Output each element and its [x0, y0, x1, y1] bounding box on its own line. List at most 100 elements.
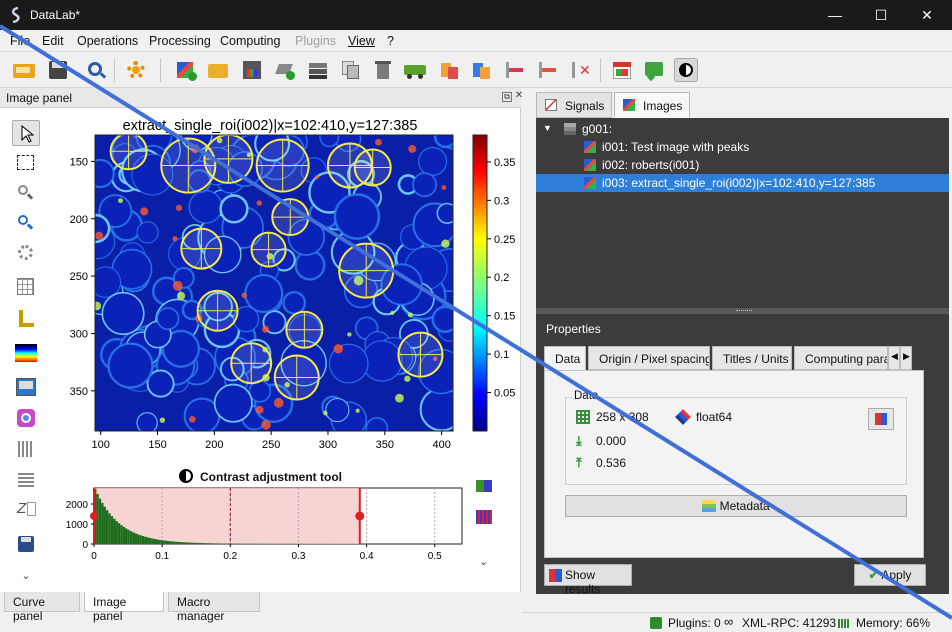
- colormap-icon[interactable]: [12, 340, 40, 366]
- settings-cog-icon[interactable]: [12, 240, 40, 266]
- tree-item-label: i001: Test image with peaks: [602, 140, 750, 154]
- duplicate-icon[interactable]: [339, 58, 363, 82]
- new-image-icon[interactable]: [174, 58, 198, 82]
- size-grid-icon: [576, 410, 590, 424]
- object-panel-dock: Signals Images ▼ g001: i001: Test image …: [522, 88, 952, 612]
- image-properties-icon[interactable]: [12, 374, 40, 400]
- roi-delete-icon[interactable]: ✕: [569, 58, 593, 82]
- tab-titles-units[interactable]: Titles / Units: [712, 346, 792, 370]
- menu-processing[interactable]: Processing: [149, 34, 211, 48]
- full-range-icon[interactable]: [474, 508, 494, 526]
- x-tick-label: 300: [319, 439, 337, 451]
- show-results-label: Show results: [565, 568, 601, 596]
- hist-y-tick-label: 0: [82, 540, 88, 551]
- zoom-icon[interactable]: [12, 180, 40, 206]
- main-toolbar: ✕: [0, 52, 952, 88]
- tab-data[interactable]: Data: [544, 346, 586, 370]
- roi-add-icon[interactable]: [536, 58, 560, 82]
- toolbar-separator: [600, 58, 601, 82]
- tab-scroll-left[interactable]: ◀: [888, 346, 900, 370]
- tab-origin-pixel-spacing[interactable]: Origin / Pixel spacing: [588, 346, 710, 370]
- x-tick-label: 100: [92, 439, 110, 451]
- tree-group-label: g001:: [582, 122, 613, 136]
- close-button[interactable]: ✕: [921, 7, 933, 23]
- contrast-histogram[interactable]: 2000 1000 00 0.1 0.2 0.3 0.4 0.5: [48, 486, 468, 576]
- tree-item-i003[interactable]: i003: extract_single_roi(i002)|x=102:410…: [536, 174, 949, 192]
- move-down-icon[interactable]: [469, 58, 493, 82]
- menu-view[interactable]: View: [348, 34, 375, 48]
- status-plugins: Plugins: 0: [668, 616, 721, 630]
- save-icon[interactable]: [46, 58, 70, 82]
- zoom-in-icon[interactable]: [12, 210, 40, 236]
- grid-icon[interactable]: [12, 274, 40, 300]
- tab-images[interactable]: Images: [614, 92, 690, 118]
- status-memory: Memory: 66%: [856, 616, 931, 630]
- menu-help[interactable]: ?: [387, 34, 394, 48]
- hist-y-tick-label: 1000: [66, 520, 89, 531]
- open-h5-icon[interactable]: [12, 58, 36, 82]
- more-tools-icon[interactable]: ⌄: [21, 570, 31, 582]
- y-tick-label: 150: [70, 156, 88, 168]
- menu-plugins[interactable]: Plugins: [295, 34, 336, 48]
- save-image-icon[interactable]: [240, 58, 264, 82]
- image-plot[interactable]: 100 150 200 250 300 350 400 150 200 250 300 350 0.35…: [48, 132, 518, 462]
- colorbar-tick-label: 0.2: [494, 272, 509, 284]
- tab-signals[interactable]: Signals: [536, 92, 612, 118]
- rect-select-icon[interactable]: [12, 150, 40, 176]
- show-results-button[interactable]: Show results: [544, 564, 632, 596]
- contrast-title: Contrast adjustment tool: [200, 470, 343, 484]
- info-icon[interactable]: [12, 405, 40, 431]
- dtype-row: float64: [675, 408, 776, 426]
- plot-results-icon[interactable]: [610, 58, 634, 82]
- tree-group-row[interactable]: ▼ g001:: [536, 120, 949, 138]
- size-value: 258 x 308: [596, 410, 649, 424]
- tab-image-panel[interactable]: Image panel: [84, 592, 164, 623]
- select-pointer-icon[interactable]: [12, 120, 40, 146]
- add-objects-icon[interactable]: [273, 58, 297, 82]
- minimize-button[interactable]: —: [828, 7, 842, 23]
- open-folder-icon[interactable]: [206, 58, 230, 82]
- status-xmlrpc: XML-RPC: 41293: [742, 616, 837, 630]
- image-item-icon: [584, 141, 596, 153]
- dock-float-button[interactable]: ⧉: [502, 92, 512, 102]
- signals-icon: [545, 99, 557, 111]
- view-data-button[interactable]: [868, 408, 894, 430]
- auto-range-icon[interactable]: [474, 478, 494, 494]
- transfer-icon[interactable]: [403, 58, 427, 82]
- settings-gear-icon[interactable]: [124, 58, 148, 82]
- y-cross-section-icon[interactable]: [12, 466, 40, 492]
- tree-expand-icon[interactable]: ▼: [543, 123, 552, 133]
- x-cross-section-icon[interactable]: [12, 436, 40, 462]
- colorbar: [472, 134, 488, 432]
- tree-item-i002[interactable]: i002: roberts(i001): [536, 156, 949, 174]
- save-plot-icon[interactable]: [12, 532, 40, 558]
- menu-edit[interactable]: Edit: [42, 34, 64, 48]
- comment-icon[interactable]: [642, 58, 666, 82]
- stack-layers-icon[interactable]: [306, 58, 330, 82]
- axes-icon[interactable]: [12, 306, 40, 332]
- curve-stats-icon[interactable]: Z: [12, 496, 40, 522]
- tree-item-label: i003: extract_single_roi(i002)|x=102:410…: [602, 176, 876, 190]
- tree-item-i001[interactable]: i001: Test image with peaks: [536, 138, 949, 156]
- metadata-button[interactable]: Metadata: [565, 495, 907, 517]
- browse-icon[interactable]: [84, 58, 108, 82]
- tab-computing-parameters[interactable]: Computing para: [794, 346, 888, 370]
- apply-button[interactable]: ✔ Apply: [854, 564, 926, 586]
- tab-curve-panel[interactable]: Curve panel: [4, 592, 80, 623]
- move-up-icon[interactable]: [437, 58, 461, 82]
- tab-scroll-right[interactable]: ▶: [900, 346, 912, 370]
- datalab-logo-icon: [12, 7, 20, 23]
- roi-edit-icon[interactable]: [503, 58, 527, 82]
- tab-macro-manager[interactable]: Macro manager: [168, 592, 260, 623]
- maximize-button[interactable]: ☐: [874, 7, 888, 23]
- menu-file[interactable]: File: [10, 34, 31, 48]
- dtype-value: float64: [696, 410, 733, 424]
- menu-computing[interactable]: Computing: [220, 34, 281, 48]
- expand-icon[interactable]: ⌄: [479, 556, 489, 568]
- delete-icon[interactable]: [371, 58, 395, 82]
- menu-operations[interactable]: Operations: [77, 34, 139, 48]
- image-item-icon: [584, 159, 596, 171]
- data-view-icon: [875, 413, 887, 425]
- contrast-toggle-icon[interactable]: [674, 58, 698, 82]
- y-tick-label: 300: [70, 328, 88, 340]
